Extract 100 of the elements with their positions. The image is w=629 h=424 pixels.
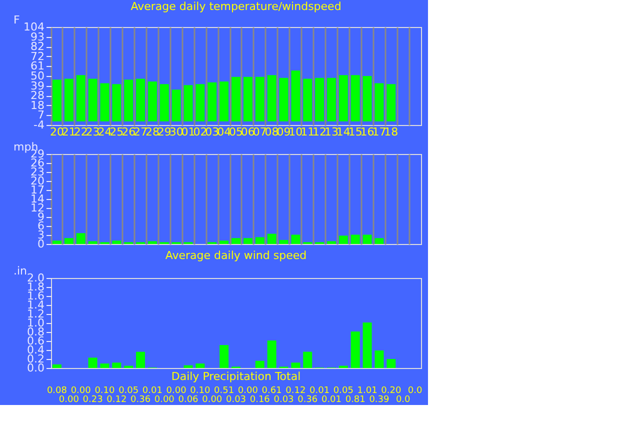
- bar: [374, 83, 384, 122]
- x-tick-label: 15: [348, 126, 362, 138]
- text: Average daily wind speed: [165, 249, 307, 262]
- bar: [112, 84, 122, 122]
- bar: [112, 240, 122, 244]
- bar: [64, 238, 74, 244]
- bar: [374, 350, 384, 368]
- bar: [362, 322, 372, 368]
- data-label: 0.00: [70, 386, 92, 396]
- data-label: 0.01: [310, 386, 330, 396]
- bar: [291, 234, 300, 244]
- x-tick-label: 21: [62, 126, 76, 138]
- bar: [279, 78, 288, 122]
- data-label: 0.23: [82, 395, 103, 405]
- data-label: 0.10: [94, 386, 115, 396]
- x-tick-label: 17: [372, 126, 386, 138]
- x-tick-label: 27: [134, 126, 148, 138]
- bar: [136, 352, 146, 368]
- data-label: 0.06: [178, 395, 199, 405]
- x-tick-label: 12: [312, 126, 327, 138]
- bar: [267, 340, 276, 368]
- bar: [88, 358, 98, 368]
- bar: [88, 78, 98, 122]
- x-tick-label: 06: [240, 126, 255, 138]
- x-tick-label: 18: [384, 126, 398, 138]
- data-label: 0.03: [226, 395, 246, 405]
- bar: [88, 241, 98, 244]
- bar: [184, 365, 193, 368]
- bar: [303, 78, 312, 122]
- bar: [315, 78, 324, 122]
- bar: [350, 234, 360, 244]
- bar: [52, 80, 62, 122]
- data-label: 0.12: [106, 395, 127, 405]
- data-label: 0.01: [321, 395, 342, 405]
- x-tick-label: 10: [288, 126, 303, 138]
- data-label: 0.00: [238, 386, 258, 396]
- data-label: 0.10: [190, 386, 210, 396]
- bar: [350, 332, 360, 368]
- bar: [112, 362, 122, 368]
- data-label: 0.0: [408, 386, 422, 396]
- data-label: 0.00: [154, 395, 175, 405]
- bar: [386, 84, 396, 122]
- bar: [196, 364, 205, 368]
- y-axis-title: F: [14, 14, 20, 26]
- x-tick-label: 05: [229, 126, 243, 138]
- bar: [326, 241, 336, 244]
- data-label: 0.00: [58, 395, 80, 405]
- data-label: 0.20: [381, 386, 402, 396]
- x-tick-label: 14: [336, 126, 350, 138]
- bar: [279, 240, 288, 244]
- data-label: 0.39: [369, 395, 390, 405]
- bar: [338, 236, 348, 244]
- x-tick-label: 03: [205, 126, 220, 138]
- bar: [362, 76, 372, 122]
- bar: [386, 359, 396, 368]
- x-tick-label: 09: [276, 126, 291, 138]
- data-label: 0.36: [130, 395, 151, 405]
- x-tick-label: 29: [157, 126, 172, 138]
- x-tick-label: 20: [50, 126, 64, 138]
- data-label: 0.01: [142, 386, 162, 396]
- data-label: 0.03: [274, 395, 294, 405]
- data-label: 1.01: [357, 386, 378, 396]
- data-label: 0.61: [262, 386, 282, 396]
- data-label: 0.12: [286, 386, 306, 396]
- x-tick-label: 25: [110, 126, 124, 138]
- bar: [184, 85, 193, 122]
- bar: [196, 84, 205, 122]
- bar: [148, 241, 157, 244]
- bar: [52, 364, 62, 368]
- bar: [255, 76, 264, 122]
- x-tick-label: 13: [324, 126, 338, 138]
- data-label: 0.00: [202, 395, 222, 405]
- x-tick-label: 11: [300, 126, 315, 138]
- bar: [255, 237, 264, 244]
- bar: [243, 76, 252, 122]
- bar: [220, 345, 229, 368]
- bar: [100, 83, 110, 122]
- x-tick-label: 08: [264, 126, 279, 138]
- bar: [160, 84, 169, 122]
- bar: [220, 81, 229, 122]
- bar: [64, 78, 74, 122]
- data-label: 0.05: [333, 386, 354, 396]
- data-label: 0.81: [345, 395, 366, 405]
- y-tick-label: 0.0: [27, 362, 44, 374]
- bar: [136, 78, 146, 122]
- bar: [100, 364, 110, 368]
- bar: [220, 240, 229, 244]
- bar: [267, 234, 276, 244]
- data-label: 0.05: [118, 386, 139, 396]
- x-tick-label: 24: [98, 126, 112, 138]
- data-label: 0.0: [396, 395, 411, 405]
- bar: [76, 75, 86, 122]
- y-axis-title: .in: [14, 264, 28, 278]
- bar: [326, 78, 336, 122]
- x-tick-label: 28: [145, 126, 160, 138]
- x-tick-label: 22: [74, 126, 88, 138]
- bar: [338, 75, 348, 122]
- bar: [124, 80, 134, 122]
- bar: [52, 240, 62, 244]
- bar: [291, 70, 300, 122]
